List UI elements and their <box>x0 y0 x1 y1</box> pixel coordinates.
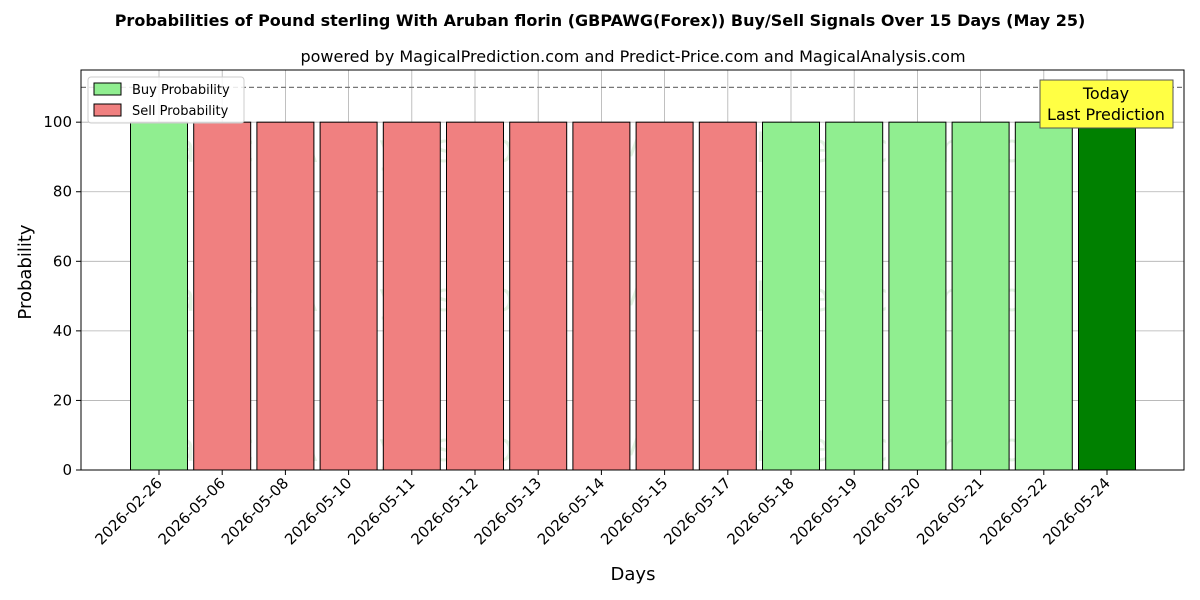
x-tick-label: 2026-05-22 <box>976 474 1050 548</box>
bar-sell <box>698 121 757 471</box>
annotation-line-1: Today <box>1082 84 1129 103</box>
bar-buy <box>888 121 947 471</box>
legend-swatch-buy <box>93 82 122 96</box>
bar-sell <box>256 121 315 471</box>
legend-box <box>87 76 245 124</box>
y-tick-label: 100 <box>43 113 72 131</box>
x-tick-label: 2026-05-12 <box>407 474 481 548</box>
bar-buy <box>762 121 820 471</box>
chart-subtitle: powered by MagicalPrediction.com and Pre… <box>300 47 965 66</box>
x-tick-label: 2026-05-18 <box>723 474 797 548</box>
bar-sell <box>509 121 568 471</box>
annotation-box <box>1039 79 1174 129</box>
y-axis-label: Probability <box>15 224 36 319</box>
x-tick-label: 2026-05-11 <box>344 474 418 548</box>
x-tick-label: 2026-05-14 <box>534 474 608 548</box>
bar-sell <box>193 121 252 471</box>
plot-frame <box>80 69 1185 471</box>
y-tick-label: 20 <box>53 391 72 409</box>
y-tick-label: 60 <box>53 252 72 270</box>
x-ticks: 2026-02-262026-05-062026-05-082026-05-10… <box>91 470 1114 548</box>
y-ticks: 0 20 40 60 80 100 <box>43 113 81 479</box>
chart-title: Probabilities of Pound sterling With Aru… <box>115 11 1086 30</box>
x-tick-label: 2026-05-20 <box>850 474 924 548</box>
x-tick-label: 2026-05-21 <box>913 474 987 548</box>
today-annotation: Today Last Prediction <box>1039 79 1174 129</box>
bar-sell <box>319 121 378 471</box>
bar-buy <box>130 121 188 471</box>
x-tick-label: 2026-02-26 <box>91 474 165 548</box>
bar-buy <box>1014 121 1073 471</box>
legend-swatch-sell <box>93 103 122 117</box>
annotation-line-2: Last Prediction <box>1047 105 1165 124</box>
x-tick-label: 2026-05-15 <box>597 474 671 548</box>
legend: Buy Probability Sell Probability <box>87 76 245 124</box>
bar-sell <box>446 121 504 471</box>
x-tick-label: 2026-05-06 <box>155 474 229 548</box>
y-tick-label: 80 <box>53 183 72 201</box>
x-tick-label: 2026-05-13 <box>471 474 545 548</box>
legend-label-sell: Sell Probability <box>132 104 229 119</box>
bars <box>130 121 1136 471</box>
x-tick-label: 2026-05-08 <box>218 474 292 548</box>
bar-sell <box>382 121 441 471</box>
x-tick-label: 2026-05-19 <box>787 474 861 548</box>
bar-sell <box>635 121 694 471</box>
bar-today <box>1078 121 1136 471</box>
legend-label-buy: Buy Probability <box>132 83 230 98</box>
y-tick-label: 0 <box>62 461 72 479</box>
y-tick-label: 40 <box>53 322 72 340</box>
x-tick-label: 2026-05-17 <box>660 474 734 548</box>
bar-sell <box>572 121 631 471</box>
x-axis-label: Days <box>611 564 656 585</box>
x-tick-label: 2026-05-24 <box>1039 474 1113 548</box>
bar-buy <box>951 121 1010 471</box>
bar-buy <box>825 121 884 471</box>
x-tick-label: 2026-05-10 <box>281 474 355 548</box>
